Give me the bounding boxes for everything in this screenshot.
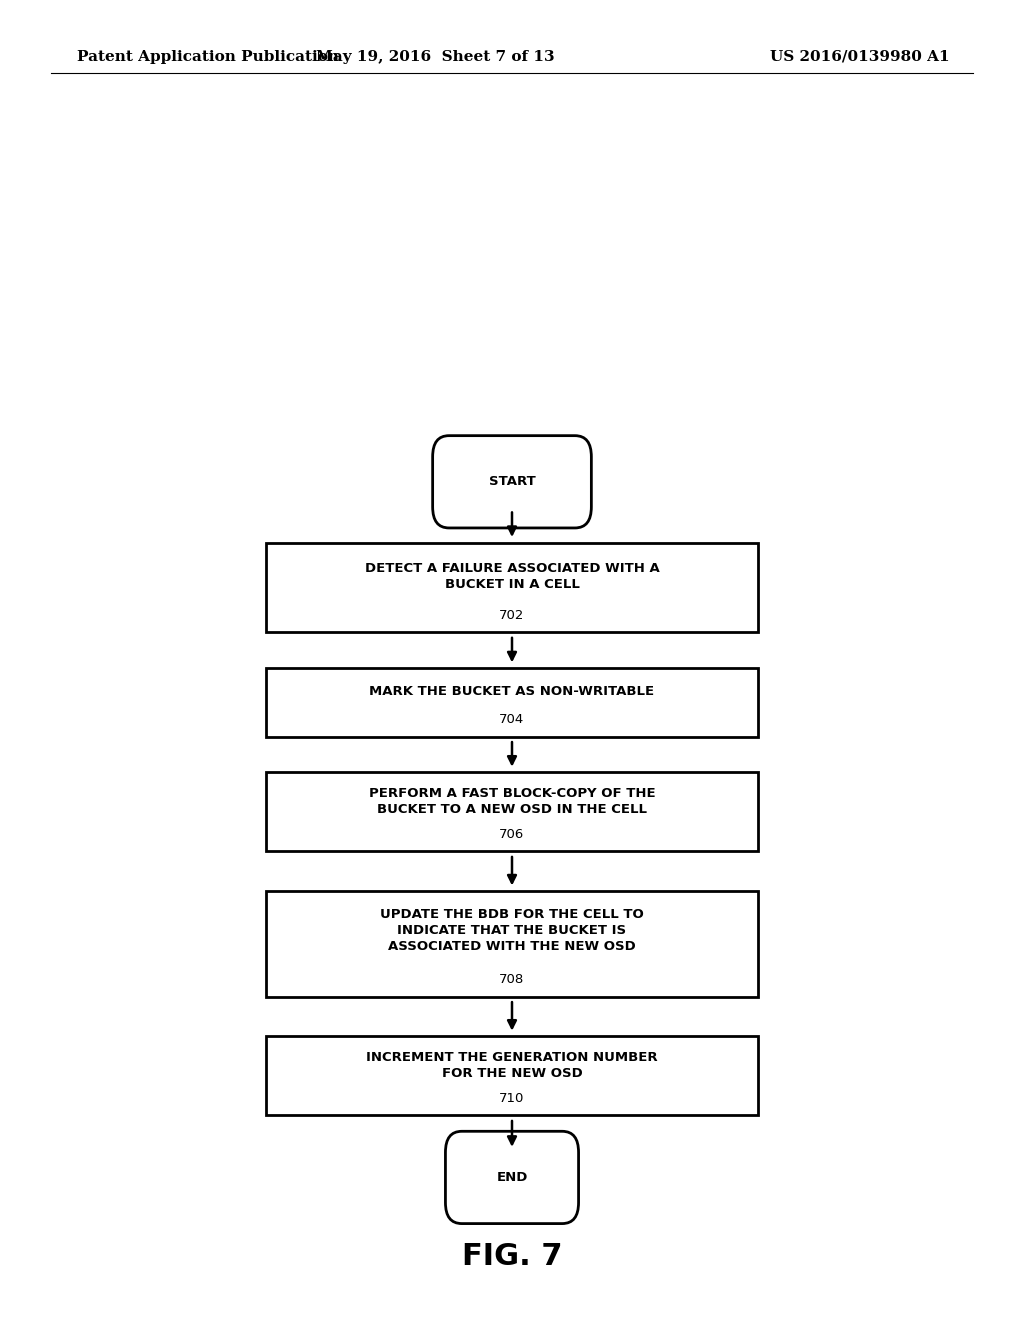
FancyBboxPatch shape — [266, 668, 758, 737]
Text: 710: 710 — [500, 1092, 524, 1105]
Text: INCREMENT THE GENERATION NUMBER
FOR THE NEW OSD: INCREMENT THE GENERATION NUMBER FOR THE … — [367, 1051, 657, 1080]
Text: MARK THE BUCKET AS NON-WRITABLE: MARK THE BUCKET AS NON-WRITABLE — [370, 685, 654, 698]
Text: DETECT A FAILURE ASSOCIATED WITH A
BUCKET IN A CELL: DETECT A FAILURE ASSOCIATED WITH A BUCKE… — [365, 562, 659, 591]
FancyBboxPatch shape — [266, 1036, 758, 1115]
Text: PERFORM A FAST BLOCK-COPY OF THE
BUCKET TO A NEW OSD IN THE CELL: PERFORM A FAST BLOCK-COPY OF THE BUCKET … — [369, 787, 655, 816]
FancyBboxPatch shape — [266, 891, 758, 997]
Text: Patent Application Publication: Patent Application Publication — [77, 50, 339, 63]
Text: FIG. 7: FIG. 7 — [462, 1242, 562, 1271]
Text: START: START — [488, 475, 536, 488]
FancyBboxPatch shape — [266, 772, 758, 851]
Text: May 19, 2016  Sheet 7 of 13: May 19, 2016 Sheet 7 of 13 — [315, 50, 555, 63]
Text: UPDATE THE BDB FOR THE CELL TO
INDICATE THAT THE BUCKET IS
ASSOCIATED WITH THE N: UPDATE THE BDB FOR THE CELL TO INDICATE … — [380, 908, 644, 953]
FancyBboxPatch shape — [266, 543, 758, 632]
Text: US 2016/0139980 A1: US 2016/0139980 A1 — [770, 50, 950, 63]
FancyBboxPatch shape — [432, 436, 592, 528]
Text: 706: 706 — [500, 828, 524, 841]
Text: 704: 704 — [500, 713, 524, 726]
Text: 708: 708 — [500, 973, 524, 986]
FancyBboxPatch shape — [445, 1131, 579, 1224]
Text: END: END — [497, 1171, 527, 1184]
Text: 702: 702 — [500, 609, 524, 622]
